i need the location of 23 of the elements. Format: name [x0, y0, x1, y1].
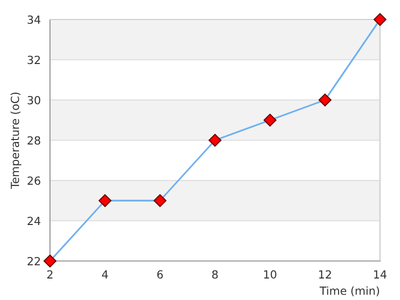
x-tick-label: 14	[374, 270, 386, 278]
x-tick-label: 8	[212, 270, 218, 279]
y-tick-label: 32	[28, 56, 40, 64]
x-tick-label: 10	[264, 270, 276, 279]
y-tick-label: 24	[28, 216, 40, 225]
y-tick-label: 22	[28, 256, 40, 266]
y-tick-label: 28	[28, 136, 40, 145]
point	[208, 134, 222, 147]
y-tick-label: 26	[28, 176, 40, 185]
y-tick-label: 30	[28, 96, 40, 104]
point	[374, 13, 386, 26]
point	[318, 94, 332, 106]
y-tick-label: 34	[28, 15, 40, 24]
y-axis-title: Temperature (oC)	[10, 92, 22, 189]
x-axis-title: Time (min)	[320, 286, 380, 296]
x-tick-label: 12	[319, 270, 331, 278]
x-tick-label: 6	[157, 270, 163, 279]
point	[98, 194, 112, 208]
x-tick-label: 4	[102, 270, 108, 278]
x-tick-label: 2	[47, 270, 52, 278]
point	[44, 254, 56, 268]
point	[264, 114, 276, 127]
point	[154, 194, 166, 208]
